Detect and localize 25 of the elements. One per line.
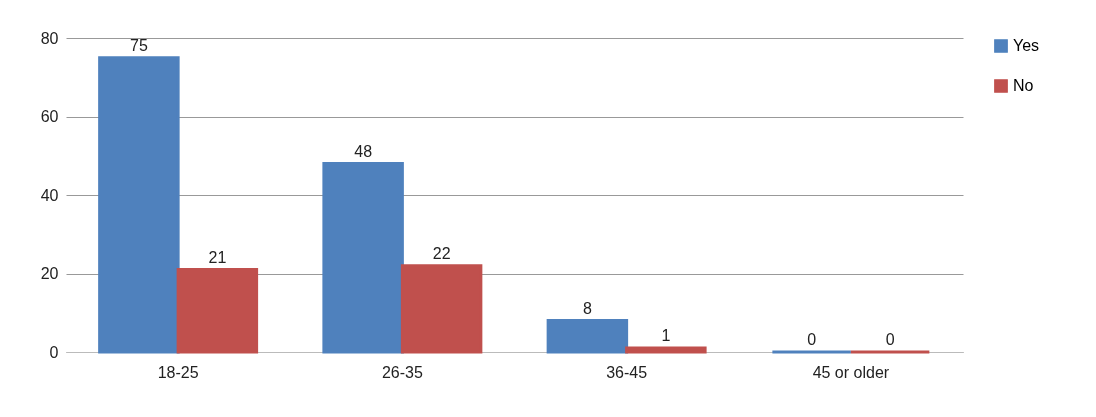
- y-tick-label: 80: [40, 29, 59, 47]
- y-tick-label: 0: [49, 343, 59, 361]
- y-tick-label: 60: [40, 108, 59, 125]
- legend-label: Yes: [1013, 37, 1040, 54]
- bar: [546, 319, 629, 354]
- x-tick-label: 26-35: [381, 363, 423, 381]
- x-tick-label: 45 or older: [812, 363, 890, 381]
- data-label: 0: [807, 331, 817, 348]
- x-tick-label: 36-45: [606, 363, 648, 381]
- data-label: 21: [208, 248, 227, 266]
- bar: [400, 264, 483, 354]
- data-label: 48: [354, 142, 373, 160]
- data-label: 1: [661, 327, 671, 345]
- data-label: 8: [582, 299, 592, 317]
- data-label: 0: [885, 331, 895, 348]
- y-tick-label: 40: [40, 186, 59, 204]
- legend-label: No: [1013, 77, 1034, 94]
- data-label: 75: [129, 36, 148, 54]
- y-tick-label: 20: [40, 265, 59, 282]
- bar: [625, 346, 707, 354]
- data-label: 22: [432, 244, 451, 262]
- bar: [322, 162, 404, 354]
- bar: [98, 56, 180, 354]
- bar: [176, 268, 259, 354]
- x-tick-label: 18-25: [157, 363, 199, 381]
